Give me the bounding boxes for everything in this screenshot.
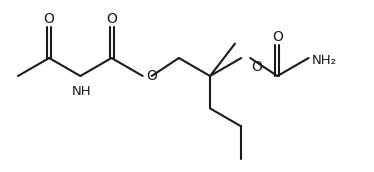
Text: O: O <box>147 69 157 83</box>
Text: NH₂: NH₂ <box>312 53 337 67</box>
Text: O: O <box>106 12 117 26</box>
Text: O: O <box>44 12 55 26</box>
Text: O: O <box>272 30 283 44</box>
Text: O: O <box>251 60 262 74</box>
Text: NH: NH <box>71 85 91 98</box>
